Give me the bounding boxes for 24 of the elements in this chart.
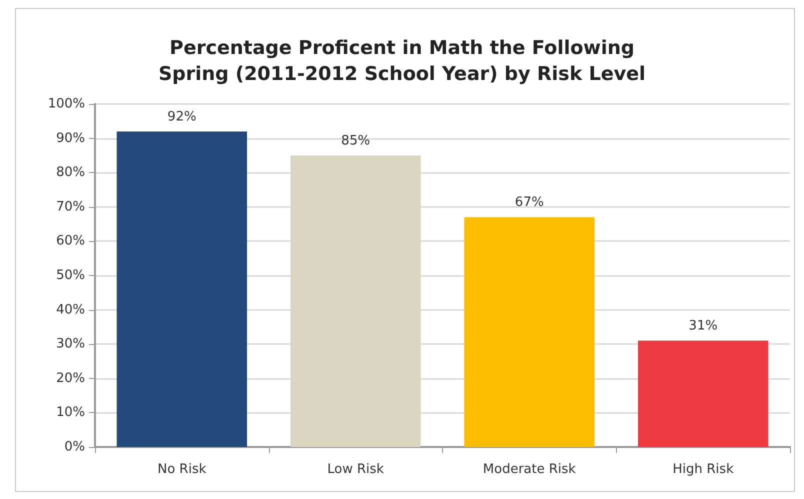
x-tick-label: Low Risk: [327, 462, 384, 477]
x-tick-label: High Risk: [672, 462, 734, 477]
data-label: 85%: [341, 133, 370, 148]
y-tick-label: 90%: [56, 130, 85, 146]
y-tick-label: 50%: [56, 268, 85, 283]
bar: [464, 217, 595, 447]
y-tick-label: 10%: [56, 405, 85, 420]
bar: [116, 131, 248, 447]
bar: [290, 155, 421, 447]
y-tick-label: 80%: [56, 165, 85, 180]
x-tick-label: No Risk: [157, 462, 207, 477]
y-tick-label: 60%: [56, 234, 85, 249]
bar: [638, 340, 768, 447]
y-tick-label: 20%: [56, 370, 85, 386]
data-label: 67%: [514, 195, 544, 210]
data-label: 31%: [688, 318, 718, 334]
y-tick-label: 0%: [64, 440, 85, 454]
data-label: 92%: [167, 109, 196, 124]
y-tick-label: 40%: [56, 302, 85, 318]
y-tick-label: 30%: [56, 336, 85, 352]
y-tick-label: 70%: [56, 199, 85, 214]
x-tick-label: Moderate Risk: [482, 462, 576, 477]
chart-title: Percentage Proficent in Math the Following Spring (2011-2012 School Year) by Risk Level: [158, 37, 646, 85]
y-tick-label: 100%: [48, 96, 85, 112]
